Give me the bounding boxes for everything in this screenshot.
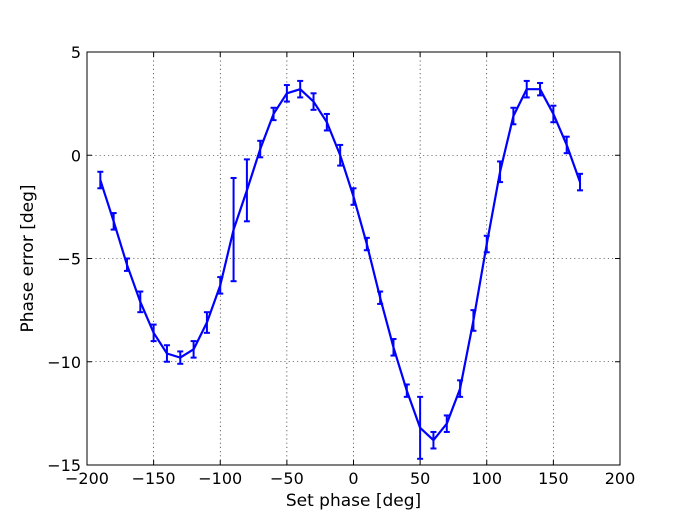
error-bar [270,106,277,122]
error-bar [510,106,517,126]
error-bar [230,176,237,283]
error-bar [350,187,357,206]
error-bar [297,79,304,99]
y-axis-label: Phase error [deg] [18,184,38,332]
x-tick-label: 0 [348,469,358,488]
error-bar [137,290,144,314]
y-tick-label: −15 [47,456,81,475]
error-bar [457,379,464,398]
y-tick-label: 5 [71,43,81,62]
x-tick-labels: −200 −150 −100 −50 0 50 100 150 200 [65,469,635,488]
error-bar [443,414,450,433]
error-bar [283,84,290,103]
error-bar [257,139,264,159]
x-tick-label: −200 [65,469,109,488]
grid-lines [87,52,620,465]
y-tick-labels: 5 0 −5 −10 −15 [47,43,81,475]
x-tick-label: 150 [538,469,569,488]
error-bar [337,143,344,167]
y-tick-label: 0 [71,146,81,165]
error-bar [417,395,424,460]
error-bar [163,344,170,363]
error-bar [110,212,117,231]
x-tick-label: 50 [410,469,430,488]
y-tick-label: −5 [57,250,81,269]
series-line [99,88,582,442]
error-bar [497,160,504,184]
error-bar [150,323,157,343]
error-bar [177,350,184,365]
error-bar [483,234,490,254]
error-bar [217,276,224,295]
error-bar [403,383,410,398]
error-bar [243,158,250,223]
error-bar [550,104,557,124]
error-bar [310,92,317,111]
x-tick-label: −150 [132,469,176,488]
error-bar [203,311,210,334]
x-tick-label: 200 [605,469,636,488]
y-tick-label: −10 [47,353,81,372]
error-bar [323,112,330,132]
error-bar [430,430,437,450]
error-bar [377,290,384,305]
error-bar [523,79,530,99]
error-bar [363,236,370,252]
error-bar [577,172,584,192]
x-axis-label: Set phase [deg] [286,491,421,511]
error-bar [563,135,570,155]
error-bar [190,340,197,359]
axis-ticks [86,51,621,466]
error-bar [470,309,477,332]
error-bar [390,338,397,357]
error-bar [123,257,130,272]
error-bar [537,81,544,97]
data-series [97,79,584,460]
error-bar [97,170,104,190]
x-tick-label: −100 [198,469,242,488]
x-tick-label: 100 [471,469,502,488]
x-tick-label: −50 [270,469,304,488]
